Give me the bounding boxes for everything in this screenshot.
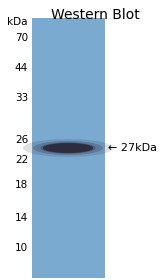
Ellipse shape: [43, 143, 93, 153]
Text: 18: 18: [15, 180, 28, 190]
Text: 26: 26: [15, 135, 28, 145]
Bar: [32, 18, 105, 278]
Text: kDa: kDa: [8, 17, 28, 27]
Text: 10: 10: [15, 243, 28, 253]
Ellipse shape: [23, 139, 113, 157]
Text: 22: 22: [15, 155, 28, 165]
Text: 33: 33: [15, 93, 28, 103]
Text: 14: 14: [15, 213, 28, 223]
Text: 70: 70: [15, 33, 28, 43]
Text: Western Blot: Western Blot: [51, 8, 139, 22]
Text: 44: 44: [15, 63, 28, 73]
Ellipse shape: [40, 143, 96, 153]
Text: ← 27kDa: ← 27kDa: [108, 143, 157, 153]
Ellipse shape: [33, 141, 103, 155]
